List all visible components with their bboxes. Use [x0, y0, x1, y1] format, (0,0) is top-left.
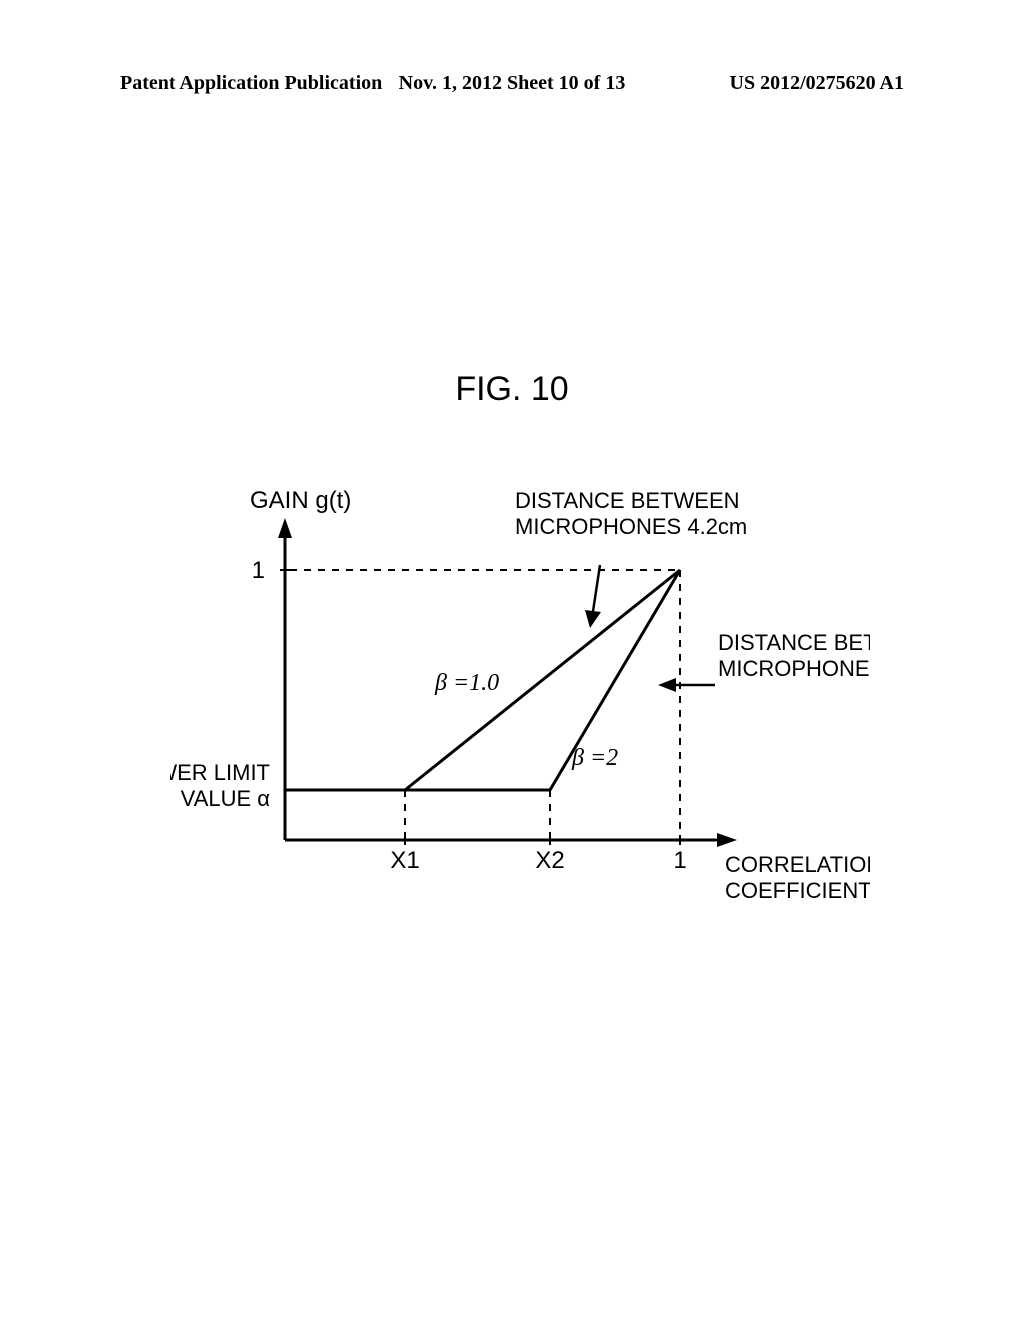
- gain-chart: GAIN g(t) 1 LOWER LIMIT VALUE α X1 X2 1 …: [170, 460, 870, 920]
- curve1-label-1: DISTANCE BETWEEN: [515, 488, 740, 513]
- x-axis-label-2: COEFFICIENT r(t): [725, 878, 870, 903]
- x-tick-x2: X2: [535, 847, 564, 874]
- arrow1-line: [592, 565, 600, 618]
- x-tick-1: 1: [673, 847, 686, 874]
- curve2-label-2: MICROPHONES 2.1cm: [718, 656, 870, 681]
- x-tick-x1: X1: [390, 847, 419, 874]
- x-axis-label-1: CORRELATION: [725, 852, 870, 877]
- x-axis-arrow: [717, 833, 737, 847]
- lower-limit-label-2: VALUE α: [181, 786, 271, 811]
- arrow2-head: [658, 678, 676, 692]
- arrow1-head: [585, 610, 601, 628]
- y-axis-arrow: [278, 518, 292, 538]
- curve2-label-1: DISTANCE BETWEEN: [718, 630, 870, 655]
- beta2-label: β =2: [571, 745, 618, 771]
- y-axis-label: GAIN g(t): [250, 487, 351, 514]
- figure-title: FIG. 10: [455, 370, 568, 409]
- header-center: Nov. 1, 2012 Sheet 10 of 13: [399, 72, 626, 95]
- beta1-label: β =1.0: [434, 670, 499, 696]
- header-left: Patent Application Publication: [120, 72, 382, 95]
- y-tick-1: 1: [252, 557, 265, 584]
- curve1-label-2: MICROPHONES 4.2cm: [515, 514, 747, 539]
- header-right: US 2012/0275620 A1: [730, 72, 904, 95]
- lower-limit-label-1: LOWER LIMIT: [170, 760, 270, 785]
